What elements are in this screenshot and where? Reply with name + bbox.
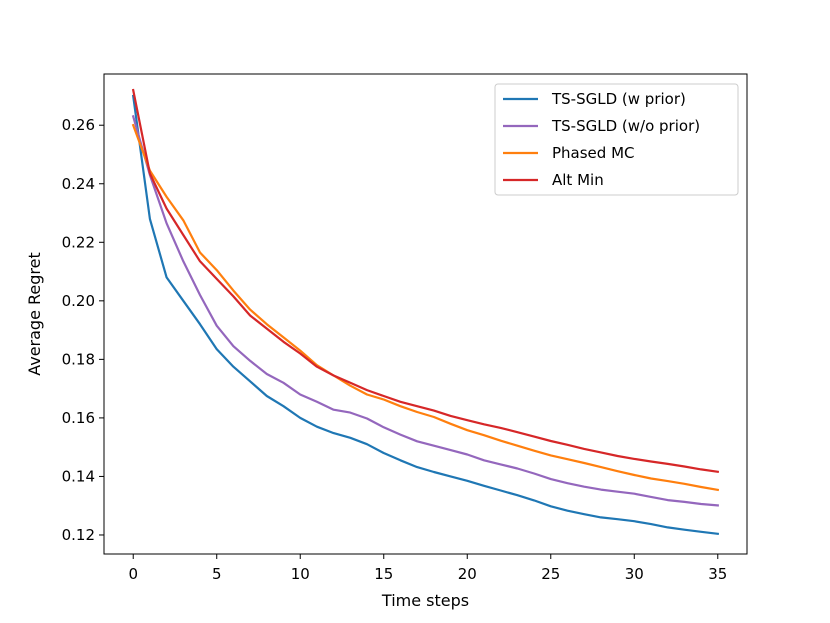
x-axis: 0 5 10 15 20 25 30 35 (128, 554, 727, 583)
x-tick-label: 10 (291, 565, 310, 583)
y-tick-label: 0.20 (62, 292, 95, 310)
series-line-1 (131, 94, 720, 536)
legend-label: TS-SGLD (w/o prior) (551, 117, 700, 135)
plot-frame (103, 73, 748, 555)
y-tick-label: 0.18 (62, 350, 95, 368)
y-tick-label: 0.16 (62, 409, 95, 427)
x-tick-label: 5 (212, 565, 222, 583)
x-tick-label: 15 (374, 565, 393, 583)
legend-box (494, 83, 739, 196)
x-tick-label: 30 (625, 565, 644, 583)
y-axis: 0.12 0.14 0.16 0.18 0.20 0.22 0.24 0.26 (62, 116, 104, 544)
legend: TS-SGLD (w prior) TS-SGLD (w/o prior) Phas… (494, 83, 739, 196)
legend-label: TS-SGLD (w prior) (551, 90, 686, 108)
y-tick-label: 0.22 (62, 233, 95, 251)
y-axis-label: Average Regret (25, 252, 44, 376)
y-tick-label: 0.14 (62, 467, 95, 485)
x-tick-label: 25 (541, 565, 560, 583)
series-lines (131, 88, 720, 536)
series-line-3 (131, 123, 720, 492)
x-tick-label: 20 (458, 565, 477, 583)
y-tick-label: 0.12 (62, 526, 95, 544)
series-line-2 (131, 115, 719, 507)
x-axis-label: Time steps (381, 591, 469, 610)
x-tick-label: 0 (128, 565, 138, 583)
legend-label: Phased MC (552, 144, 635, 162)
y-tick-label: 0.26 (62, 116, 95, 134)
x-tick-label: 35 (708, 565, 727, 583)
series-line-4 (131, 88, 720, 474)
y-tick-label: 0.24 (62, 175, 95, 193)
legend-label: Alt Min (552, 171, 604, 189)
